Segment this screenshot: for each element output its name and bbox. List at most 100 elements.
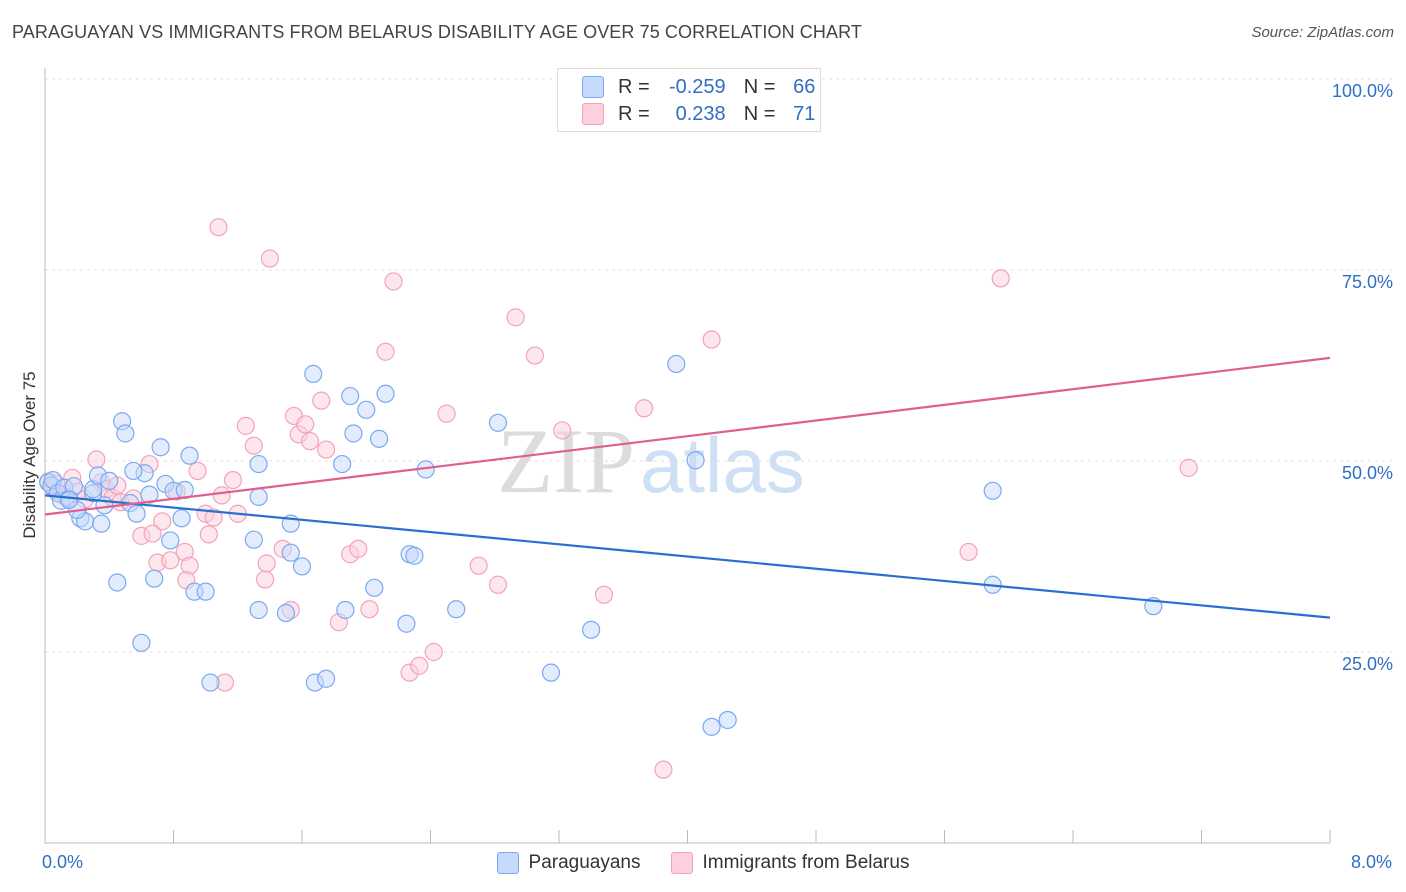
legend-swatch-paraguayans — [496, 852, 519, 874]
belarus-point — [296, 415, 315, 434]
legend-r-label: R = — [618, 102, 650, 125]
legend-r-value-belarus: 0.238 — [675, 102, 726, 125]
belarus-point — [143, 524, 162, 543]
belarus-point — [525, 346, 545, 365]
belarus-point — [244, 436, 263, 455]
legend-label-paraguayans: Paraguayans — [528, 852, 641, 873]
legend-swatch-belarus — [670, 852, 693, 874]
trend-lines — [44, 356, 1331, 619]
belarus-point — [553, 421, 572, 440]
legend-row-belarus: R = 0.238 N = 71 — [558, 100, 815, 128]
y-tick-label: 100.0% — [1332, 81, 1393, 101]
belarus-point — [488, 575, 508, 594]
paraguayans-point — [201, 673, 220, 692]
legend-n-value-paraguayans: 66 — [793, 75, 816, 98]
paraguayans-point — [447, 600, 466, 619]
chart-title: PARAGUAYAN VS IMMIGRANTS FROM BELARUS DI… — [12, 22, 862, 42]
paraguayans-point — [686, 451, 705, 470]
belarus-point — [991, 269, 1010, 288]
paraguayans-point — [108, 573, 127, 592]
belarus-point — [312, 391, 331, 410]
legend-r-label: R = — [618, 75, 650, 98]
belarus-point — [702, 330, 721, 349]
belarus-point — [410, 656, 429, 675]
x-tick-label-min: 0.0% — [42, 852, 84, 872]
belarus-point — [260, 249, 279, 268]
belarus-point — [204, 508, 223, 527]
paraguayans-point — [92, 514, 111, 533]
paraguayans-point — [281, 543, 300, 562]
paraguayans-point — [59, 490, 79, 510]
paraguayans-point — [127, 504, 146, 523]
source-label: Source: ZipAtlas.com — [1251, 24, 1394, 41]
belarus-point — [316, 440, 336, 459]
belarus-point — [255, 570, 275, 589]
paraguayans-point — [983, 481, 1002, 500]
paraguayans-point — [249, 487, 268, 507]
legend-row-paraguayans: R = -0.259 N = 66 — [558, 73, 815, 101]
belarus-point — [1179, 458, 1198, 477]
paraguayans-point — [405, 546, 424, 565]
belarus-point — [360, 600, 379, 619]
paraguayans-point — [357, 400, 376, 419]
legend-swatch-paraguayans — [582, 76, 604, 98]
paraguayans-point — [336, 600, 355, 620]
belarus-point — [654, 760, 673, 779]
legend-n-label: N = — [743, 75, 776, 98]
paraguayans-point — [100, 471, 119, 490]
belarus-point — [594, 585, 614, 604]
paraguayans-point — [140, 485, 159, 504]
belarus-point — [376, 342, 395, 361]
paraguayans-point — [702, 717, 721, 736]
paraguayans-point — [541, 663, 561, 682]
paraguayans-point — [161, 531, 180, 550]
y-tick-labels: 100.0% 75.0% 50.0% 25.0% — [1332, 81, 1393, 674]
belarus-point — [87, 450, 106, 469]
paraguayans-point — [124, 461, 143, 481]
belarus-point — [349, 539, 368, 558]
legend-item-belarus[interactable]: Immigrants from Belarus — [670, 852, 909, 874]
paraguayans-point — [244, 530, 263, 549]
paraguayans-point — [718, 710, 737, 730]
paraguayans-point — [292, 557, 312, 576]
paraguayans-point — [316, 669, 336, 688]
paraguayans-point — [365, 578, 384, 597]
axes — [44, 68, 1331, 844]
paraguayans-point — [376, 384, 395, 403]
belarus-point — [188, 461, 207, 481]
paraguayans-point — [667, 354, 686, 374]
belarus-point — [161, 551, 180, 570]
paraguayans-point — [145, 569, 164, 588]
belarus-point — [384, 272, 403, 291]
belarus-point — [424, 642, 443, 662]
paraguayans-point — [488, 413, 508, 432]
legend-r-value-paraguayans: -0.259 — [668, 75, 726, 98]
gridlines — [45, 78, 1395, 653]
belarus-point — [257, 554, 276, 573]
watermark-atlas: atlas — [640, 421, 805, 509]
belarus-point — [959, 542, 978, 562]
paraguayans-point — [172, 509, 191, 528]
watermark: ZIP atlas — [497, 410, 805, 512]
series-legend: Paraguayans Immigrants from Belarus — [0, 852, 1406, 874]
trend-line-paraguayans — [44, 494, 1331, 619]
x-tick-label-max: 8.0% — [1350, 852, 1392, 872]
paraguayans-point — [370, 429, 389, 448]
paraguayans-point — [333, 454, 352, 474]
y-tick-label: 75.0% — [1342, 272, 1393, 292]
belarus-point — [437, 404, 456, 423]
paraguayans-point — [249, 600, 268, 620]
paraguayans-point — [132, 633, 151, 652]
legend-n-label: N = — [743, 102, 776, 125]
paraguayans-point — [341, 386, 360, 406]
paraguayans-point — [582, 620, 601, 639]
belarus-point — [236, 416, 255, 435]
legend-item-paraguayans[interactable]: Paraguayans — [496, 852, 641, 874]
belarus-point — [212, 486, 231, 505]
paraguayans-point — [276, 603, 296, 623]
belarus-point — [300, 432, 320, 451]
correlation-legend: R = -0.259 N = 66 R = 0.238 N = 71 — [557, 68, 821, 132]
belarus-point — [635, 399, 654, 418]
belarus-point — [506, 308, 525, 327]
